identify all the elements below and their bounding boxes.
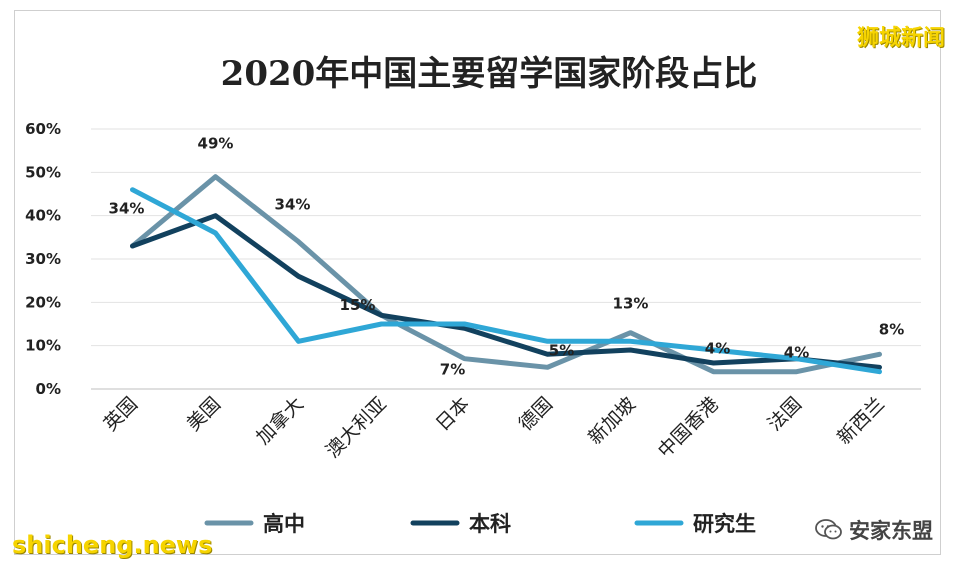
x-tick-label: 美国 xyxy=(183,393,225,435)
data-label: 5% xyxy=(549,341,574,359)
x-tick-label: 英国 xyxy=(100,393,142,435)
x-tick-label: 新西兰 xyxy=(833,393,889,449)
data-label: 4% xyxy=(784,344,809,362)
chart-title: 2020年中国主要留学国家阶段占比 xyxy=(221,54,758,94)
y-axis-tick-labels: 0% 10% 20% 30% 40% 50% 60% xyxy=(25,120,61,398)
data-labels: 34% 49% 34% 15% 7% 5% 13% 4% 4% 8% xyxy=(109,135,905,379)
legend-label: 研究生 xyxy=(693,512,756,536)
x-tick-label: 新加坡 xyxy=(584,393,640,449)
series-line-2 xyxy=(130,187,882,375)
data-label: 34% xyxy=(109,200,145,218)
y-tick-label: 10% xyxy=(25,337,61,355)
watermark-bottom-right: 安家东盟 xyxy=(815,515,933,545)
x-tick-label: 中国香港 xyxy=(654,393,723,462)
series-line-1 xyxy=(130,213,882,370)
watermark-bottom-left: shicheng.news xyxy=(12,531,213,559)
watermark-top-right: 狮城新闻 xyxy=(856,26,945,51)
y-tick-label: 20% xyxy=(25,293,61,311)
y-tick-label: 40% xyxy=(25,207,61,225)
y-tick-label: 50% xyxy=(25,163,61,181)
chart-frame: 2020年中国主要留学国家阶段占比 0% 10% 20% 30% 40% 50% 60% 英… xyxy=(14,10,941,555)
gridlines xyxy=(91,128,921,390)
data-label: 49% xyxy=(198,135,234,153)
x-axis-tick-labels: 英国 美国 加拿大 澳大利亚 日本 德国 新加坡 中国香港 法国 新西兰 xyxy=(100,392,889,462)
legend: 高中 本科 研究生 xyxy=(204,512,756,536)
legend-label: 高中 xyxy=(263,512,305,536)
x-tick-label: 日本 xyxy=(432,393,474,435)
data-label: 4% xyxy=(705,340,730,358)
wechat-icon xyxy=(815,519,842,540)
y-tick-label: 30% xyxy=(25,250,61,268)
legend-label: 本科 xyxy=(469,512,511,536)
series-lines xyxy=(130,174,882,375)
x-tick-label: 法国 xyxy=(764,393,806,435)
x-tick-label: 加拿大 xyxy=(251,392,308,449)
line-chart: 2020年中国主要留学国家阶段占比 0% 10% 20% 30% 40% 50% 60% 英… xyxy=(25,54,921,536)
x-tick-label: 澳大利亚 xyxy=(322,393,391,462)
data-label: 7% xyxy=(440,361,465,379)
data-label: 15% xyxy=(340,296,376,314)
x-tick-label: 德国 xyxy=(515,393,557,435)
watermark-bottom-right-text: 安家东盟 xyxy=(849,519,933,543)
series-line-0 xyxy=(130,174,882,375)
y-tick-label: 60% xyxy=(25,120,61,138)
data-label: 34% xyxy=(275,196,311,214)
y-tick-label: 0% xyxy=(36,380,61,398)
data-label: 8% xyxy=(879,320,904,338)
data-label: 13% xyxy=(613,295,649,313)
